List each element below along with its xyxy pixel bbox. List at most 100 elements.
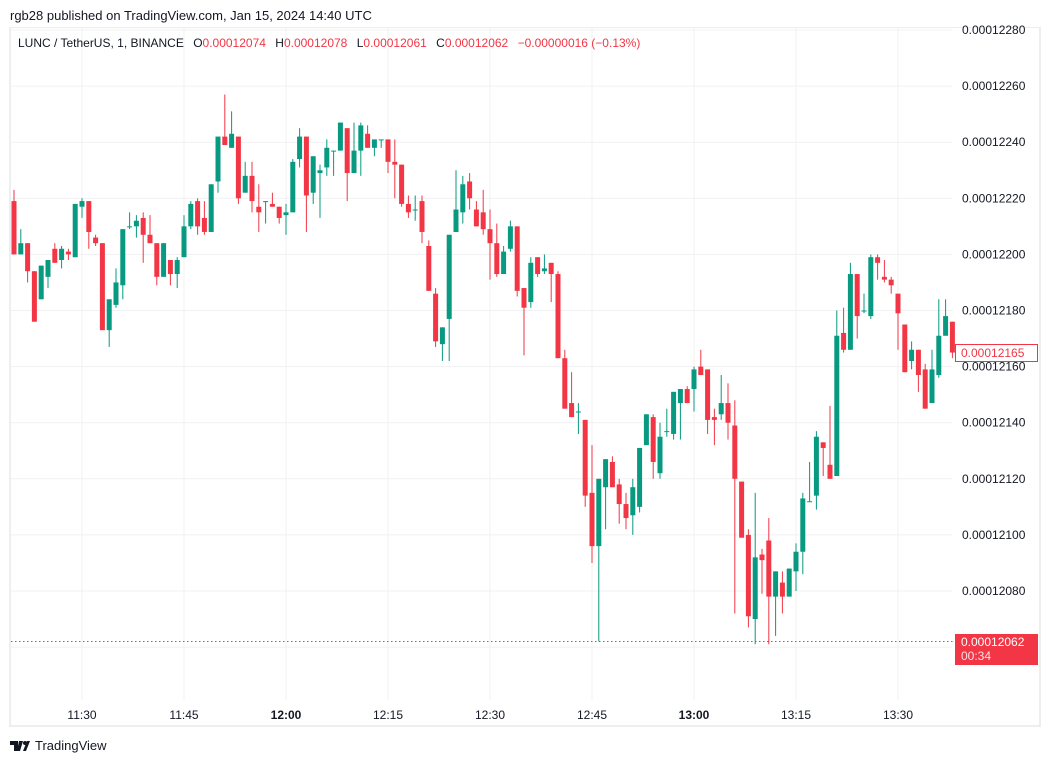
- candle-body: [344, 128, 350, 174]
- candle-down: [487, 209, 493, 280]
- candle-body: [875, 257, 881, 263]
- candle-body: [399, 164, 405, 204]
- candle-body: [535, 257, 541, 275]
- candle-body: [140, 217, 146, 235]
- candle-down: [147, 215, 153, 244]
- candle-up: [79, 198, 85, 218]
- high-value: 0.00012078: [283, 36, 348, 50]
- candle-body: [793, 551, 799, 572]
- candle-down: [249, 161, 255, 213]
- candle-down: [582, 419, 588, 507]
- candle-body: [351, 150, 357, 174]
- candles: [11, 94, 955, 645]
- open-value: 0.00012074: [202, 36, 266, 50]
- candle-body: [711, 417, 717, 420]
- candle-down: [854, 274, 860, 339]
- candle-up: [643, 414, 649, 446]
- candle-up: [208, 184, 214, 232]
- candle-up: [331, 150, 337, 176]
- bar-countdown: 00:34: [961, 649, 992, 663]
- candle-body: [521, 288, 527, 308]
- candle-body: [242, 175, 248, 193]
- candle-body: [52, 248, 58, 263]
- candle-body: [201, 217, 207, 232]
- candle-down: [473, 201, 479, 227]
- candle-body: [786, 568, 792, 597]
- last-price-value: 0.00012062: [961, 635, 1025, 649]
- candle-body: [439, 327, 445, 345]
- candle-body: [310, 156, 316, 193]
- candle-body: [412, 209, 418, 211]
- candle-body: [256, 206, 262, 213]
- candle-body: [895, 293, 901, 314]
- candle-down: [99, 243, 105, 331]
- candle-body: [881, 276, 887, 280]
- candle-down: [589, 445, 595, 563]
- price-tick-label: 0.00012240: [962, 135, 1026, 149]
- symbol-name[interactable]: LUNC / TetherUS, 1, BINANCE: [18, 36, 184, 50]
- candle-body: [11, 201, 17, 255]
- price-tick-label: 0.00012100: [962, 528, 1026, 542]
- candle-down: [827, 405, 833, 479]
- candle-body: [915, 349, 921, 376]
- candle-down: [344, 128, 350, 202]
- candle-body: [909, 349, 915, 361]
- chart-frame: [9, 27, 1041, 727]
- candle-body: [507, 226, 513, 249]
- candle-down: [269, 192, 275, 207]
- candle-body: [929, 369, 935, 404]
- candle-down: [276, 206, 282, 224]
- candle-body: [841, 332, 847, 350]
- candle-up: [807, 461, 813, 503]
- candle-up: [324, 139, 330, 176]
- candle-up: [575, 403, 581, 434]
- candle-up: [337, 122, 343, 151]
- price-tick-label: 0.00012200: [962, 247, 1026, 261]
- candle-down: [433, 288, 439, 347]
- candle-body: [575, 411, 581, 413]
- candle-down: [521, 288, 527, 356]
- candle-body: [59, 248, 65, 261]
- time-tick-label: 13:15: [781, 708, 811, 722]
- candle-body: [854, 274, 860, 317]
- candle-up: [59, 245, 65, 269]
- candle-up: [786, 568, 792, 597]
- candle-down: [881, 260, 887, 283]
- candle-up: [718, 375, 724, 420]
- candle-up: [439, 327, 445, 361]
- time-axis: 11:30 11:45 12:00 12:15 12:30 12:45 13:00 13:15…: [67, 708, 913, 722]
- candle-body: [943, 316, 949, 336]
- candle-up: [242, 161, 248, 193]
- change-value: −0.00000016 (−0.13%): [517, 36, 641, 50]
- candle-body: [378, 139, 384, 141]
- candle-up: [671, 391, 677, 440]
- candle-down: [562, 349, 568, 409]
- time-tick-label: 11:45: [169, 708, 198, 722]
- candle-up: [657, 422, 663, 479]
- candle-down: [426, 240, 432, 291]
- price-tick-label: 0.00012220: [962, 191, 1026, 205]
- candle-up: [793, 543, 799, 591]
- candle-up: [460, 175, 466, 224]
- tradingview-logo[interactable]: TradingView: [10, 738, 107, 753]
- grid-lines: [11, 28, 952, 700]
- last-price-label: 0.00012062 00:34: [955, 634, 1038, 665]
- time-tick-label: 11:30: [67, 708, 96, 722]
- candle-body: [847, 274, 853, 350]
- candle-body: [249, 175, 255, 202]
- candle-down: [616, 478, 622, 524]
- candle-up: [453, 170, 459, 232]
- candle-up: [929, 349, 935, 404]
- candle-up: [596, 478, 602, 642]
- candle-body: [705, 369, 711, 420]
- candle-body: [691, 369, 697, 390]
- candle-up: [630, 478, 636, 535]
- candle-body: [813, 436, 819, 496]
- candle-up: [813, 431, 819, 510]
- candle-body: [229, 133, 235, 148]
- candle-down: [303, 136, 309, 232]
- candle-down: [569, 372, 575, 418]
- candle-body: [677, 389, 683, 404]
- candle-down: [915, 349, 921, 392]
